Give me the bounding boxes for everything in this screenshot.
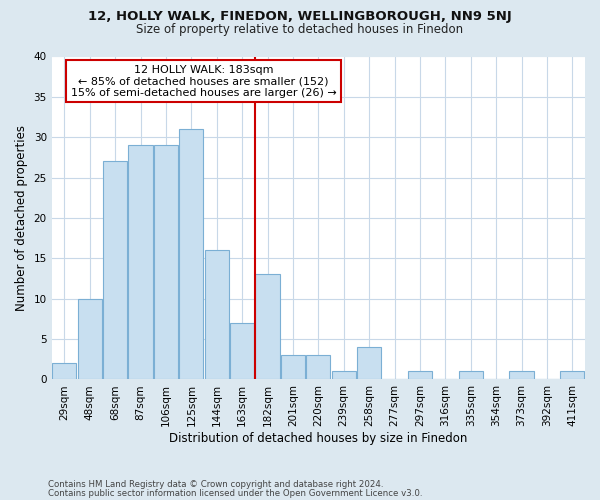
Bar <box>408 372 432 380</box>
Bar <box>332 372 356 380</box>
Bar <box>560 372 584 380</box>
Text: Contains HM Land Registry data © Crown copyright and database right 2024.: Contains HM Land Registry data © Crown c… <box>48 480 383 489</box>
Bar <box>205 250 229 380</box>
Bar <box>306 355 331 380</box>
Bar <box>256 274 280 380</box>
X-axis label: Distribution of detached houses by size in Finedon: Distribution of detached houses by size … <box>169 432 467 445</box>
Text: 12 HOLLY WALK: 183sqm
← 85% of detached houses are smaller (152)
15% of semi-det: 12 HOLLY WALK: 183sqm ← 85% of detached … <box>71 64 337 98</box>
Bar <box>458 372 483 380</box>
Bar <box>509 372 533 380</box>
Bar <box>128 146 152 380</box>
Bar <box>230 323 254 380</box>
Bar <box>281 355 305 380</box>
Text: Contains public sector information licensed under the Open Government Licence v3: Contains public sector information licen… <box>48 488 422 498</box>
Bar <box>154 146 178 380</box>
Bar <box>103 162 127 380</box>
Text: 12, HOLLY WALK, FINEDON, WELLINGBOROUGH, NN9 5NJ: 12, HOLLY WALK, FINEDON, WELLINGBOROUGH,… <box>88 10 512 23</box>
Y-axis label: Number of detached properties: Number of detached properties <box>15 125 28 311</box>
Bar <box>179 129 203 380</box>
Text: Size of property relative to detached houses in Finedon: Size of property relative to detached ho… <box>136 22 464 36</box>
Bar <box>357 347 381 380</box>
Bar <box>52 364 76 380</box>
Bar <box>77 298 102 380</box>
